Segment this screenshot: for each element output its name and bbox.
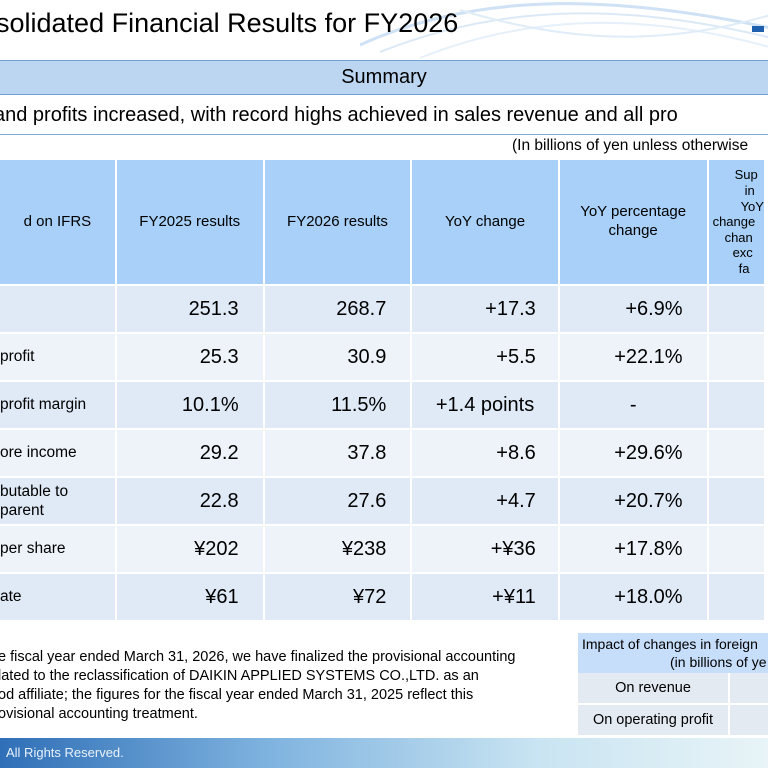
row-label: profit margin	[0, 382, 115, 428]
cell-supp	[708, 478, 764, 524]
table-row: butable to parent 22.8 27.6 +4.7 +20.7%	[0, 478, 764, 524]
header-supp-line: YoY	[740, 198, 764, 214]
cell-yoy: +1.4 points	[412, 382, 558, 428]
copyright-text: All Rights Reserved.	[6, 745, 124, 760]
footnote-line: lated to the reclassification of DAIKIN …	[0, 667, 479, 684]
row-label: butable to parent	[0, 478, 115, 524]
table-row: profit margin 10.1% 11.5% +1.4 points -	[0, 382, 764, 428]
fx-row-operating-profit: On operating profit	[578, 705, 768, 735]
cell-fy2026: 30.9	[264, 334, 411, 380]
cell-pct: +18.0%	[559, 574, 707, 620]
header-supp-line: in	[744, 183, 755, 199]
footer-bar	[0, 738, 768, 768]
slide-title: solidated Financial Results for FY2026	[0, 8, 459, 38]
footnote-line: ovisional accounting treatment.	[0, 705, 198, 722]
divider	[0, 134, 768, 135]
header-supp-line: fa	[738, 260, 750, 276]
cell-fy2025: 25.3	[116, 334, 263, 380]
header-basis: d on IFRS	[0, 160, 115, 284]
cell-fy2025: 10.1%	[116, 382, 263, 428]
cell-yoy: +17.3	[412, 286, 558, 332]
unit-note: (In billions of yen unless otherwise	[512, 137, 749, 154]
cell-fy2026: ¥238	[264, 526, 411, 572]
table-row: per share ¥202 ¥238 +¥36 +17.8%	[0, 526, 764, 572]
decorative-swoosh	[360, 2, 768, 59]
cell-fy2026: 11.5%	[264, 382, 411, 428]
table-row: 251.3 268.7 +17.3 +6.9%	[0, 286, 764, 332]
header-supp-line: change	[712, 214, 756, 230]
cell-pct: +20.7%	[559, 478, 707, 524]
cell-supp	[708, 574, 764, 620]
header-yoy-change: YoY change	[412, 160, 558, 284]
footnote-line: e fiscal year ended March 31, 2026, we h…	[0, 649, 516, 665]
row-label: per share	[0, 526, 115, 572]
fx-title-line1: Impact of changes in foreign	[582, 636, 758, 652]
cell-supp	[708, 334, 764, 380]
table-header-row: d on IFRS FY2025 results FY2026 results …	[0, 160, 764, 284]
header-supp-line: chan	[724, 229, 753, 245]
cell-fy2025: 29.2	[116, 430, 263, 476]
cell-fy2026: 27.6	[264, 478, 411, 524]
cell-supp	[708, 526, 764, 572]
footnote-line: od affiliate; the figures for the fiscal…	[0, 686, 474, 703]
header-yoy-percentage: YoY percentage change	[559, 160, 707, 284]
fx-row-label: On operating profit	[578, 705, 730, 735]
cell-yoy: +4.7	[412, 478, 558, 524]
fx-row-label: On revenue	[578, 673, 730, 703]
cell-yoy: +5.5	[412, 334, 558, 380]
header-supplementary: Sup in YoY change chan exc fa	[708, 160, 764, 284]
cell-pct: +17.8%	[559, 526, 707, 572]
results-table: d on IFRS FY2025 results FY2026 results …	[0, 158, 766, 622]
cell-yoy: +¥11	[412, 574, 558, 620]
summary-label: Summary	[341, 66, 427, 88]
fx-row-revenue: On revenue	[578, 673, 768, 703]
cell-fy2026: ¥72	[264, 574, 411, 620]
cell-supp	[708, 430, 764, 476]
cell-fy2025: 22.8	[116, 478, 263, 524]
cell-pct: +6.9%	[559, 286, 707, 332]
cell-supp	[708, 286, 764, 332]
fx-title-line2: (in billions of ye	[670, 654, 767, 670]
header-fy2026: FY2026 results	[264, 160, 411, 284]
cell-fy2025: ¥202	[116, 526, 263, 572]
logo-mark	[752, 26, 764, 32]
table-row: ate ¥61 ¥72 +¥11 +18.0%	[0, 574, 764, 620]
row-label	[0, 286, 115, 332]
cell-fy2026: 268.7	[264, 286, 411, 332]
cell-fy2025: 251.3	[116, 286, 263, 332]
cell-supp	[708, 382, 764, 428]
footnote: e fiscal year ended March 31, 2026, we h…	[0, 648, 568, 723]
row-label: ore income	[0, 430, 115, 476]
cell-yoy: +8.6	[412, 430, 558, 476]
fx-impact-title: Impact of changes in foreign (in billion…	[578, 633, 768, 673]
cell-pct: +22.1%	[559, 334, 707, 380]
cell-fy2026: 37.8	[264, 430, 411, 476]
header-supp-line: Sup	[734, 167, 758, 183]
table-row: ore income 29.2 37.8 +8.6 +29.6%	[0, 430, 764, 476]
header-supp-line: exc	[732, 245, 753, 261]
header-fy2025: FY2025 results	[116, 160, 263, 284]
row-label: ate	[0, 574, 115, 620]
cell-yoy: +¥36	[412, 526, 558, 572]
row-label: profit	[0, 334, 115, 380]
headline-text: and profits increased, with record highs…	[0, 104, 678, 126]
cell-pct: +29.6%	[559, 430, 707, 476]
table-row: profit 25.3 30.9 +5.5 +22.1%	[0, 334, 764, 380]
cell-fy2025: ¥61	[116, 574, 263, 620]
summary-bar	[0, 60, 768, 95]
cell-pct: -	[559, 382, 707, 428]
